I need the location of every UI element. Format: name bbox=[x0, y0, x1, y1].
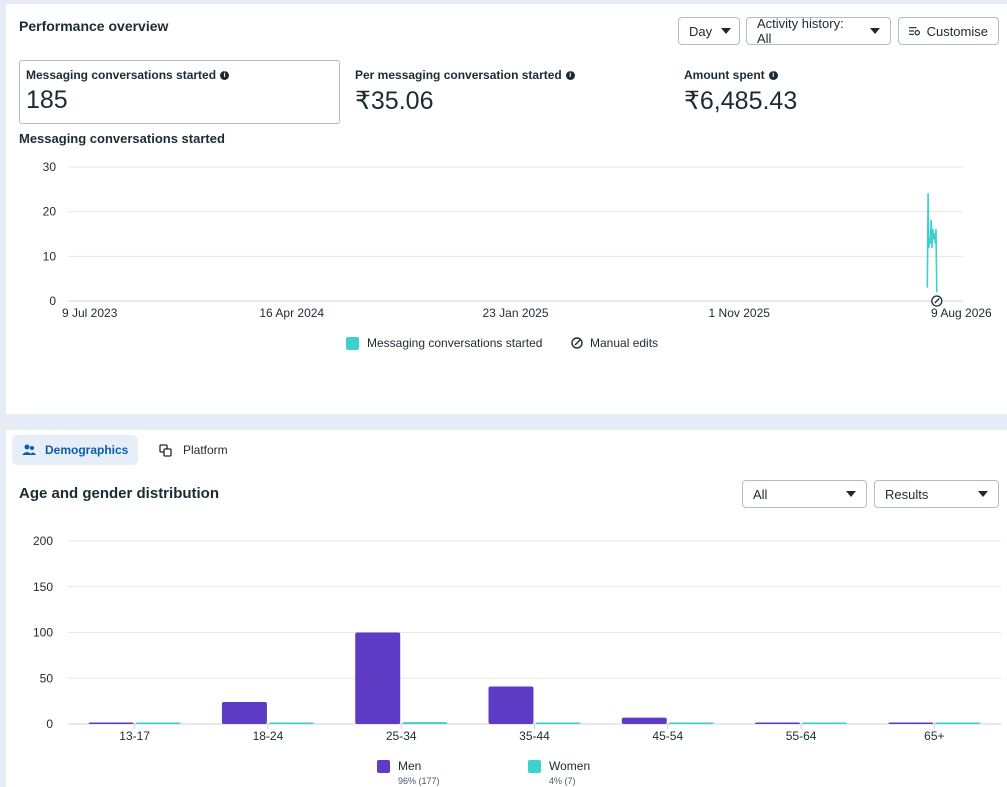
x-tick-label: 9 Jul 2023 bbox=[62, 306, 118, 320]
day-dropdown[interactable]: Day bbox=[678, 17, 740, 45]
x-tick-label: 23 Jan 2025 bbox=[482, 306, 548, 320]
bar-women-25-34 bbox=[402, 722, 448, 724]
x-tick-label: 18-24 bbox=[253, 729, 284, 743]
performance-panel: Performance overview Day Activity histor… bbox=[6, 4, 1007, 414]
line-legend-manual-edits[interactable]: Manual edits bbox=[570, 336, 658, 350]
metric-card-selected[interactable] bbox=[19, 60, 340, 124]
tab-label: Demographics bbox=[45, 443, 129, 457]
day-label: Day bbox=[689, 23, 713, 39]
caret-down-icon bbox=[870, 28, 880, 34]
metric-value: 185 bbox=[26, 86, 68, 114]
people-icon bbox=[22, 444, 36, 455]
teal-swatch bbox=[528, 760, 541, 773]
line-chart-title: Messaging conversations started bbox=[19, 131, 225, 146]
bar-men-13-17 bbox=[88, 722, 134, 724]
x-tick-label: 35-44 bbox=[519, 729, 550, 743]
x-tick-label: 65+ bbox=[924, 729, 944, 743]
teal-swatch bbox=[346, 336, 359, 350]
metric-conversations[interactable]: Messaging conversations started i 185 bbox=[26, 68, 230, 115]
customise-label: Customise bbox=[926, 23, 988, 39]
y-tick-label: 0 bbox=[46, 717, 53, 731]
metric-amount-spent[interactable]: Amount spent i ₹6,485.43 bbox=[684, 68, 797, 116]
manual-edits-icon bbox=[571, 337, 583, 349]
y-tick-label: 50 bbox=[40, 671, 54, 685]
x-tick-label: 9 Aug 2026 bbox=[931, 306, 992, 320]
bar-men-45-54 bbox=[621, 717, 667, 724]
bar-women-18-24 bbox=[268, 722, 314, 724]
bar-legend-men[interactable]: Men 96% (177) bbox=[377, 759, 440, 786]
series-line bbox=[926, 192, 938, 293]
bar-men-35-44 bbox=[488, 686, 534, 724]
metric-value: ₹35.06 bbox=[355, 87, 434, 115]
x-tick-label: 1 Nov 2025 bbox=[709, 306, 771, 320]
info-icon[interactable]: i bbox=[220, 70, 230, 80]
x-tick-label: 25-34 bbox=[386, 729, 417, 743]
legend-label: Messaging conversations started bbox=[367, 336, 543, 350]
bar-men-18-24 bbox=[221, 702, 267, 724]
caret-down-icon bbox=[846, 491, 856, 497]
purple-swatch bbox=[377, 760, 390, 773]
metric-label: Amount spent bbox=[684, 68, 765, 82]
info-icon[interactable]: i bbox=[768, 70, 778, 80]
tab-label: Platform bbox=[183, 443, 228, 457]
activity-history-dropdown[interactable]: Activity history: All bbox=[746, 16, 891, 46]
bar-women-45-54 bbox=[668, 722, 714, 724]
tab-demographics[interactable]: Demographics bbox=[12, 435, 139, 465]
y-tick-label: 100 bbox=[33, 626, 53, 640]
bar-legend-women[interactable]: Women 4% (7) bbox=[528, 759, 590, 786]
bar-women-35-44 bbox=[535, 722, 581, 724]
info-icon[interactable]: i bbox=[565, 70, 575, 80]
activity-label: Activity history: All bbox=[757, 16, 844, 46]
metric-filter-dropdown[interactable]: Results bbox=[874, 480, 999, 508]
y-tick-label: 10 bbox=[43, 249, 57, 263]
metric-label: Messaging conversations started bbox=[26, 68, 217, 82]
legend-label: Manual edits bbox=[590, 336, 659, 350]
legend-label: Men bbox=[398, 759, 422, 773]
performance-title: Performance overview bbox=[19, 18, 169, 34]
demographics-panel: Demographics Platform Age and gender dis… bbox=[6, 430, 1007, 787]
x-tick-label: 45-54 bbox=[652, 729, 683, 743]
y-tick-label: 20 bbox=[43, 205, 57, 219]
line-chart: 0 10 20 30 9 Jul 2023 16 Apr 2024 23 Jan 2025 1… bbox=[43, 160, 992, 320]
caret-down-icon bbox=[721, 28, 732, 34]
legend-detail: 96% (177) bbox=[398, 776, 440, 786]
bar-men-25-34 bbox=[355, 632, 401, 724]
platform-icon bbox=[159, 443, 172, 457]
manual-edit-marker-stroke bbox=[934, 298, 940, 304]
customise-button[interactable]: Customise bbox=[898, 17, 999, 45]
customise-icon bbox=[909, 27, 920, 36]
x-tick-label: 55-64 bbox=[786, 729, 817, 743]
bar-men-55-64 bbox=[755, 722, 801, 724]
y-tick-label: 150 bbox=[33, 580, 53, 594]
bar-women-13-17 bbox=[135, 722, 181, 724]
bar-women-65+ bbox=[935, 722, 981, 724]
bar-men-65+ bbox=[888, 722, 934, 724]
legend-detail: 4% (7) bbox=[549, 776, 576, 786]
caret-down-icon bbox=[978, 491, 988, 497]
x-tick-label: 13-17 bbox=[119, 729, 150, 743]
legend-label: Women bbox=[549, 759, 591, 773]
filter-label: All bbox=[753, 486, 768, 502]
age-gender-title: Age and gender distribution bbox=[19, 485, 220, 502]
x-tick-label: 16 Apr 2024 bbox=[259, 306, 324, 320]
gender-filter-dropdown[interactable]: All bbox=[742, 480, 867, 508]
metric-label: Per messaging conversation started bbox=[355, 68, 562, 82]
bar-chart: 0 50 100 150 200 13-17 18-24 25-34 35-44 45-54 55-… bbox=[33, 534, 1001, 743]
y-tick-label: 30 bbox=[43, 160, 57, 174]
y-tick-label: 200 bbox=[33, 534, 53, 548]
tab-platform[interactable]: Platform bbox=[149, 435, 238, 465]
metric-value: ₹6,485.43 bbox=[684, 87, 798, 115]
filter-label: Results bbox=[885, 486, 929, 502]
line-legend-series[interactable]: Messaging conversations started bbox=[346, 336, 542, 350]
y-tick-label: 0 bbox=[49, 294, 56, 308]
bar-women-55-64 bbox=[802, 722, 848, 724]
metric-cost-per-conversation[interactable]: Per messaging conversation started i ₹35.… bbox=[355, 68, 575, 116]
